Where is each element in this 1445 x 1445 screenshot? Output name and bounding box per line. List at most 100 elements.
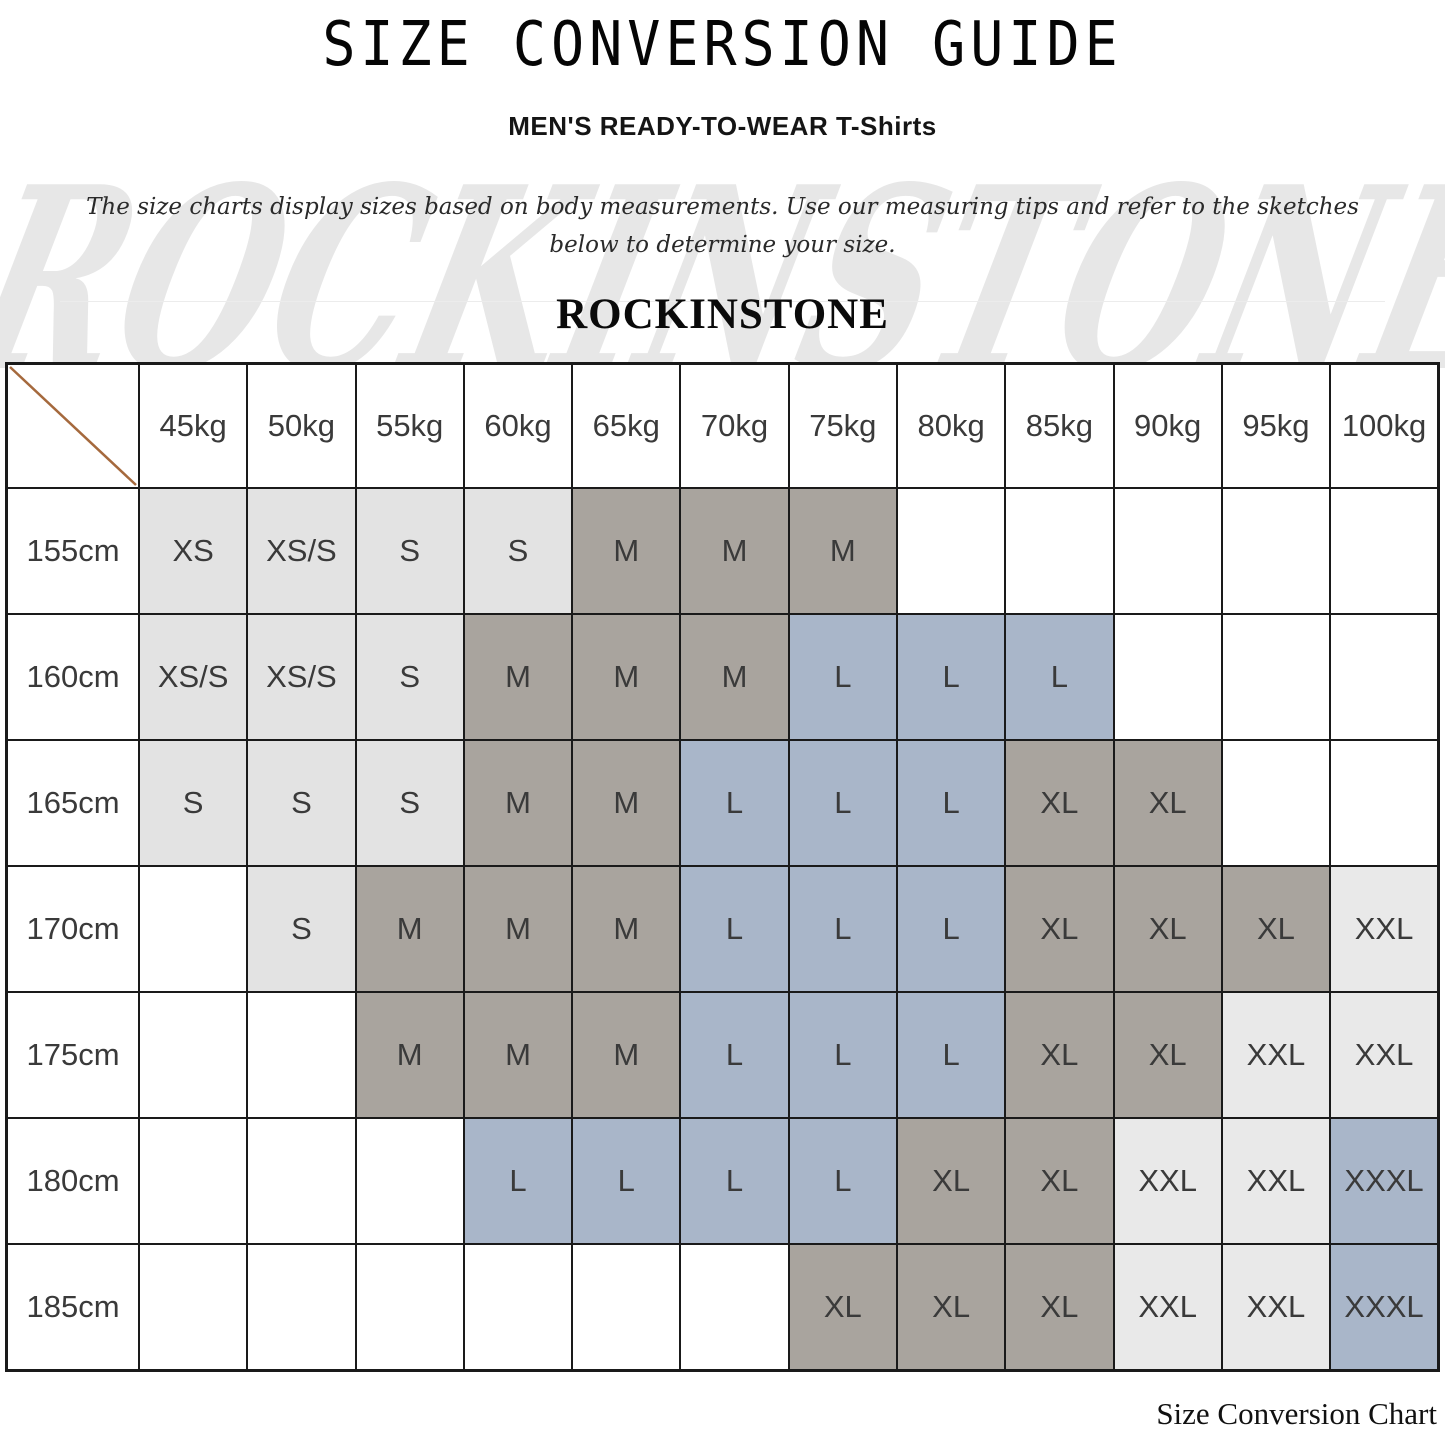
size-cell: S [246,739,357,867]
size-cell: M [571,487,682,615]
weight-header: 85kg [1004,362,1115,489]
size-cell: M [462,865,574,993]
size-cell: L [679,991,790,1119]
size-conversion-table: 45kg 50kg 55kg 60kg 65kg 70kg 75kg 80kg 85kg 90kg… [5,362,1440,1372]
height-row: 170cm S M M M L L L XL XL XL XXL [5,865,1440,993]
size-cell: XL [1220,865,1332,993]
size-cell: XXL [1329,991,1440,1119]
weight-header-row: 45kg 50kg 55kg 60kg 65kg 70kg 75kg 80kg 85kg 90kg… [5,362,1440,489]
corner-diagonal-svg [9,366,137,486]
size-cell: L [462,1117,574,1245]
size-cell: M [787,487,898,615]
size-cell: L [679,1117,790,1245]
size-cell: L [679,865,790,993]
size-cell: S [354,739,465,867]
weight-header: 70kg [679,362,790,489]
size-cell: L [895,613,1007,741]
size-cell: M [462,613,574,741]
size-cell [679,1243,790,1371]
page-subtitle: MEN'S READY-TO-WEAR T-Shirts [508,111,937,141]
description: The size charts display sizes based on b… [0,188,1445,264]
size-cell: XL [895,1117,1007,1245]
height-row: 185cm XL XL XL XXL XXL XXXL [5,1243,1440,1371]
height-row: 155cm XS XS/S S S M M M [5,487,1440,615]
weight-header: 90kg [1112,362,1223,489]
size-cell: M [462,739,574,867]
size-cell [246,1117,357,1245]
size-cell: L [895,991,1007,1119]
size-cell: XS/S [246,613,357,741]
size-cell: S [354,487,465,615]
size-cell [1329,739,1440,867]
chart-caption: Size Conversion Chart [1156,1396,1437,1431]
size-cell: XL [895,1243,1007,1371]
size-cell: XS/S [246,487,357,615]
table-body: 155cm XS XS/S S S M M M 160cm XS/S XS/S S M M M L L L 165c… [5,487,1440,1371]
size-cell: M [571,865,682,993]
size-cell [137,991,249,1119]
size-cell [1220,487,1332,615]
size-cell: XXL [1220,1243,1332,1371]
size-cell: S [246,865,357,993]
size-cell: M [679,487,790,615]
size-cell: XS/S [137,613,249,741]
height-label: 170cm [5,865,140,993]
description-line-2: below to determine your size. [549,232,896,258]
size-cell [1112,487,1223,615]
size-cell: XXL [1112,1243,1223,1371]
size-cell: XXL [1329,865,1440,993]
size-cell [1220,613,1332,741]
size-cell: S [462,487,574,615]
height-label: 160cm [5,613,140,741]
corner-cell [5,362,140,489]
size-cell: XL [1004,865,1115,993]
size-cell [354,1117,465,1245]
height-row: 180cm L L L L XL XL XXL XXL XXXL [5,1117,1440,1245]
height-label: 185cm [5,1243,140,1371]
size-cell: XXXL [1329,1243,1440,1371]
size-cell: XL [1004,1243,1115,1371]
size-cell: L [787,613,898,741]
size-cell [895,487,1007,615]
page-title: SIZE CONVERSION GUIDE [322,8,1123,80]
size-cell [137,1243,249,1371]
size-cell: L [895,739,1007,867]
size-cell: XL [1004,739,1115,867]
size-cell: M [679,613,790,741]
size-cell: M [571,613,682,741]
weight-header: 75kg [787,362,898,489]
size-cell [137,865,249,993]
size-cell [1329,487,1440,615]
weight-header: 45kg [137,362,249,489]
size-cell [1112,613,1223,741]
height-label: 155cm [5,487,140,615]
size-cell: L [571,1117,682,1245]
size-cell: S [354,613,465,741]
weight-header: 100kg [1329,362,1440,489]
brand-name: ROCKINSTONE [556,291,889,338]
size-cell: XXL [1112,1117,1223,1245]
size-cell: XS [137,487,249,615]
size-cell [462,1243,574,1371]
size-cell: L [787,991,898,1119]
size-cell: M [354,991,465,1119]
size-cell: L [679,739,790,867]
size-cell: L [787,739,898,867]
weight-header: 95kg [1220,362,1332,489]
divider-line [60,301,1385,302]
size-cell: XL [1004,991,1115,1119]
size-cell [137,1117,249,1245]
size-cell: L [787,865,898,993]
size-cell [1004,487,1115,615]
height-label: 180cm [5,1117,140,1245]
size-cell [246,1243,357,1371]
height-row: 165cm S S S M M L L L XL XL [5,739,1440,867]
size-cell [354,1243,465,1371]
size-cell: M [462,991,574,1119]
size-cell: XL [1112,991,1223,1119]
size-cell [1329,613,1440,741]
height-label: 175cm [5,991,140,1119]
size-cell: XL [1112,739,1223,867]
height-row: 160cm XS/S XS/S S M M M L L L [5,613,1440,741]
